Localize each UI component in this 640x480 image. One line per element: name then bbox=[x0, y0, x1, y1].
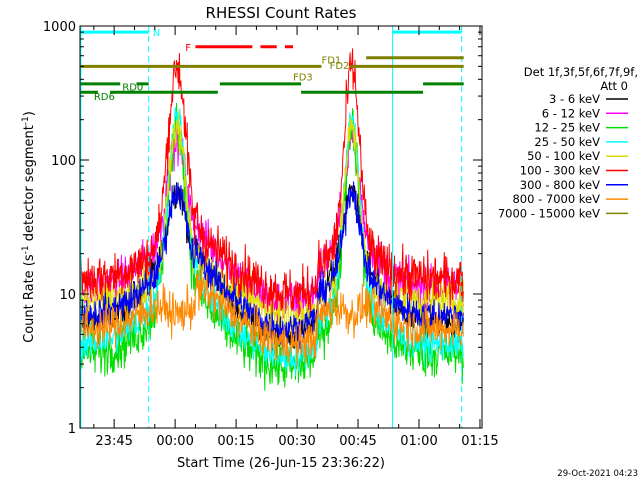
x-tick-label-2: 00:15 bbox=[217, 434, 254, 449]
legend-label-5: 100 - 300 keV bbox=[520, 164, 600, 178]
x-axis: 23:45 00:00 00:15 00:30 00:45 01:00 01:15 bbox=[93, 26, 499, 449]
x-tick-label-3: 00:30 bbox=[278, 434, 315, 449]
y-axis: 1 10 100 1000 bbox=[43, 20, 482, 437]
legend-label-3: 25 - 50 keV bbox=[534, 135, 600, 149]
legend-label-1: 6 - 12 keV bbox=[542, 106, 600, 120]
x-tick-label-5: 01:00 bbox=[400, 434, 437, 449]
y-tick-label-2: 100 bbox=[51, 154, 76, 169]
series-line-6 bbox=[79, 181, 464, 350]
annotation-f: F bbox=[185, 43, 191, 54]
legend-label-6: 300 - 800 keV bbox=[520, 178, 600, 192]
x-tick-label-6: 01:15 bbox=[461, 434, 498, 449]
legend-label-4: 50 - 100 keV bbox=[527, 149, 600, 163]
y-axis-label-main: Count Rate (s bbox=[22, 254, 37, 343]
y-tick-label-3: 1000 bbox=[43, 20, 76, 35]
legend-label-8: 7000 - 15000 keV bbox=[498, 206, 600, 220]
annotation-fd2: FD2 bbox=[330, 61, 350, 72]
footer-timestamp: 29-Oct-2021 04:23 bbox=[557, 469, 638, 479]
x-axis-label: Start Time (26-Jun-15 23:36:22) bbox=[177, 456, 385, 471]
y-axis-label-end: ) bbox=[22, 111, 37, 116]
legend-label-2: 12 - 25 keV bbox=[534, 121, 600, 135]
legend-label-0: 3 - 6 keV bbox=[549, 92, 600, 106]
annotation-n: N bbox=[153, 28, 160, 39]
y-axis-label: Count Rate (s-1 detector segment-1) bbox=[21, 111, 37, 343]
series-line-5 bbox=[79, 48, 464, 319]
y-tick-label-0: 1 bbox=[68, 422, 76, 437]
annotation-rd0: RD0 bbox=[122, 82, 143, 93]
series-line-7 bbox=[79, 266, 464, 367]
x-tick-label-4: 00:45 bbox=[339, 434, 376, 449]
svg-text:Count Rate (s-1 detector segme: Count Rate (s-1 detector segment-1) bbox=[21, 111, 37, 343]
plot-frame bbox=[79, 25, 483, 429]
y-axis-label-sup1: -1 bbox=[21, 245, 31, 254]
legend: Det 1f,3f,5f,6f,7f,9f, Att 0 3 - 6 keV6 … bbox=[498, 65, 638, 220]
x-tick-label-0: 23:45 bbox=[95, 434, 132, 449]
annotation-rd6: RD6 bbox=[94, 92, 115, 103]
annotation-fd1: FD1 bbox=[321, 56, 341, 67]
legend-header-1: Det 1f,3f,5f,6f,7f,9f, bbox=[524, 65, 638, 79]
legend-label-7: 800 - 7000 keV bbox=[512, 192, 600, 206]
legend-header-2: Att 0 bbox=[600, 79, 628, 93]
x-tick-label-1: 00:00 bbox=[156, 434, 193, 449]
y-axis-label-mid: detector segment bbox=[22, 125, 37, 245]
annotation-fd3: FD3 bbox=[293, 72, 313, 83]
chart-title: RHESSI Count Rates bbox=[206, 4, 357, 22]
y-tick-label-1: 10 bbox=[59, 288, 76, 303]
y-axis-label-sup2: -1 bbox=[21, 116, 31, 125]
